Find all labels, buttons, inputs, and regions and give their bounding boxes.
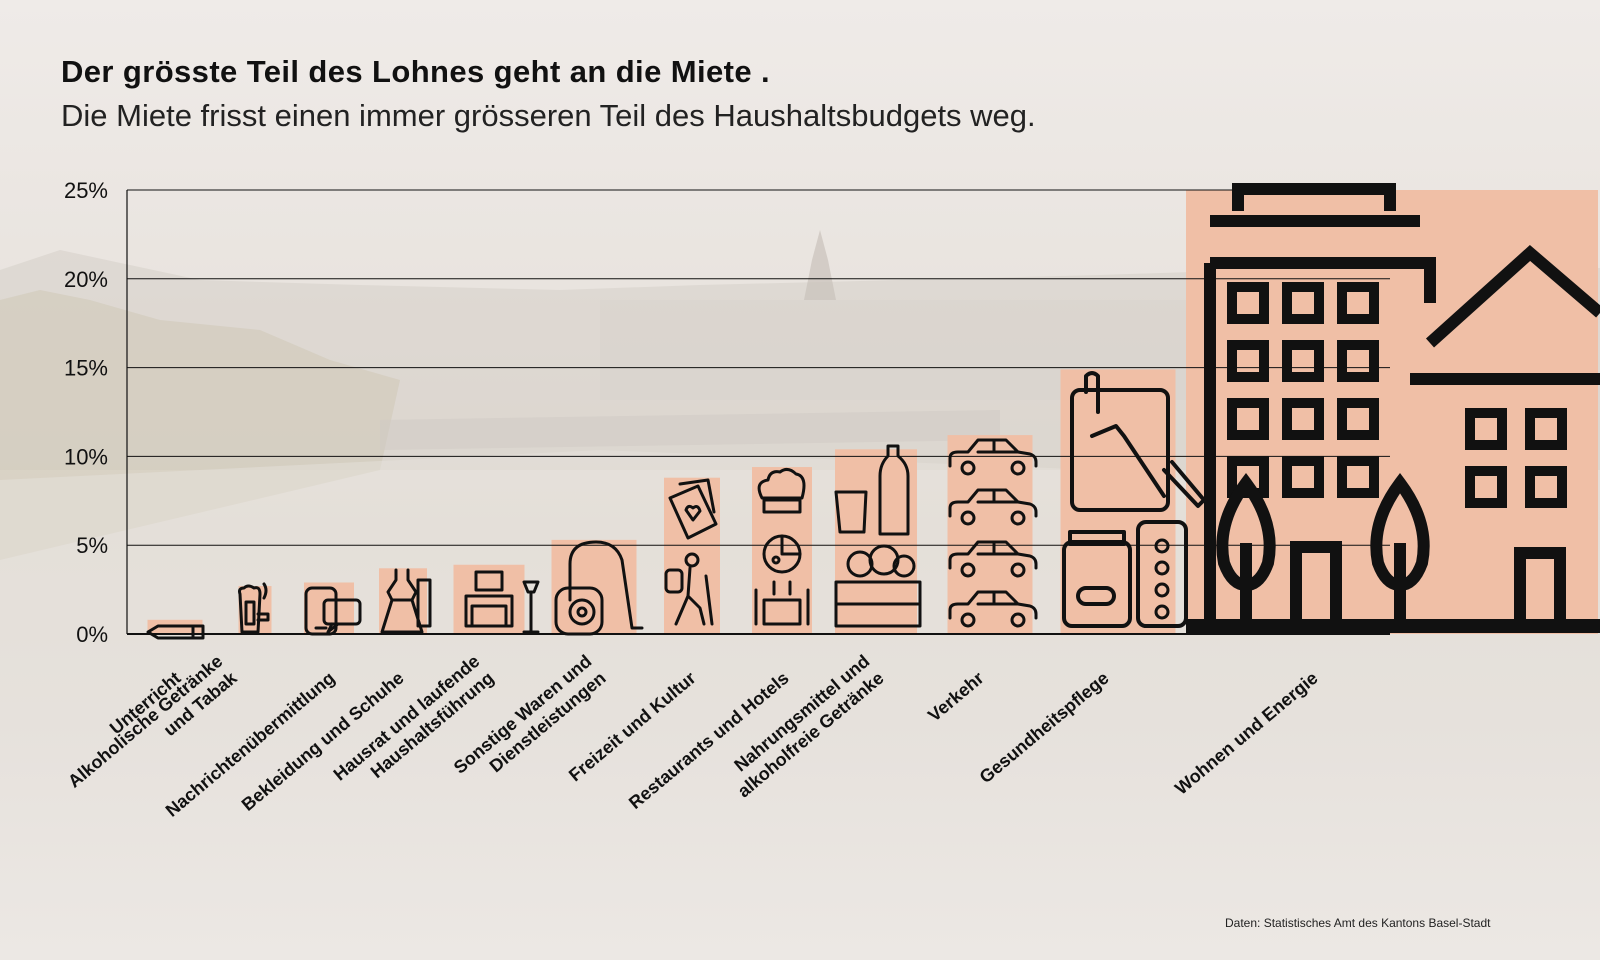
dress-icon [380,568,432,634]
y-tick-labels: 0% 5% 10% 15% 20% 25% [64,178,108,647]
bar-2 [304,582,354,634]
car-icon [948,590,1038,628]
groceries-icon [834,444,922,628]
bar-5 [551,539,637,634]
y-tick-label: 10% [64,444,108,469]
car-icon [948,540,1038,578]
car-icon [948,438,1038,476]
y-tick-label: 20% [64,267,108,292]
y-tick-label: 15% [64,356,108,381]
bar-4 [453,564,525,634]
x-category-label: Nahrungsmittel undalkoholfreie Getränke [720,651,888,801]
building-icon [1186,183,1600,633]
data-source-note: Daten: Statistisches Amt des Kantons Bas… [1225,916,1491,930]
chef-pizza-icon [754,467,810,626]
chart-subtitle: Die Miete frisst einen immer grösseren T… [61,98,1036,133]
hiker-cards-icon [664,478,718,626]
beer-cigarette-icon [238,582,270,634]
car-icon [948,488,1038,526]
pencil-icon [146,624,205,640]
phone-chat-icon [304,586,362,636]
building-ground [1186,619,1600,633]
y-tick-label: 0% [76,622,108,647]
gridlines-layer [126,189,1390,635]
vacuum-icon [554,540,644,636]
y-tick-label: 25% [64,178,108,203]
icons-layer [146,183,1600,640]
furniture-icon [464,570,540,634]
y-tick-label: 5% [76,533,108,558]
bar-8 [835,449,917,634]
x-category-label: Verkehr [924,668,987,726]
pills-tablet-icon [1062,371,1206,628]
x-category-label: Wohnen und Energie [1171,668,1321,799]
x-category-label: Gesundheitspflege [976,668,1113,787]
chart-title: Der grösste Teil des Lohnes geht an die … [61,54,770,89]
